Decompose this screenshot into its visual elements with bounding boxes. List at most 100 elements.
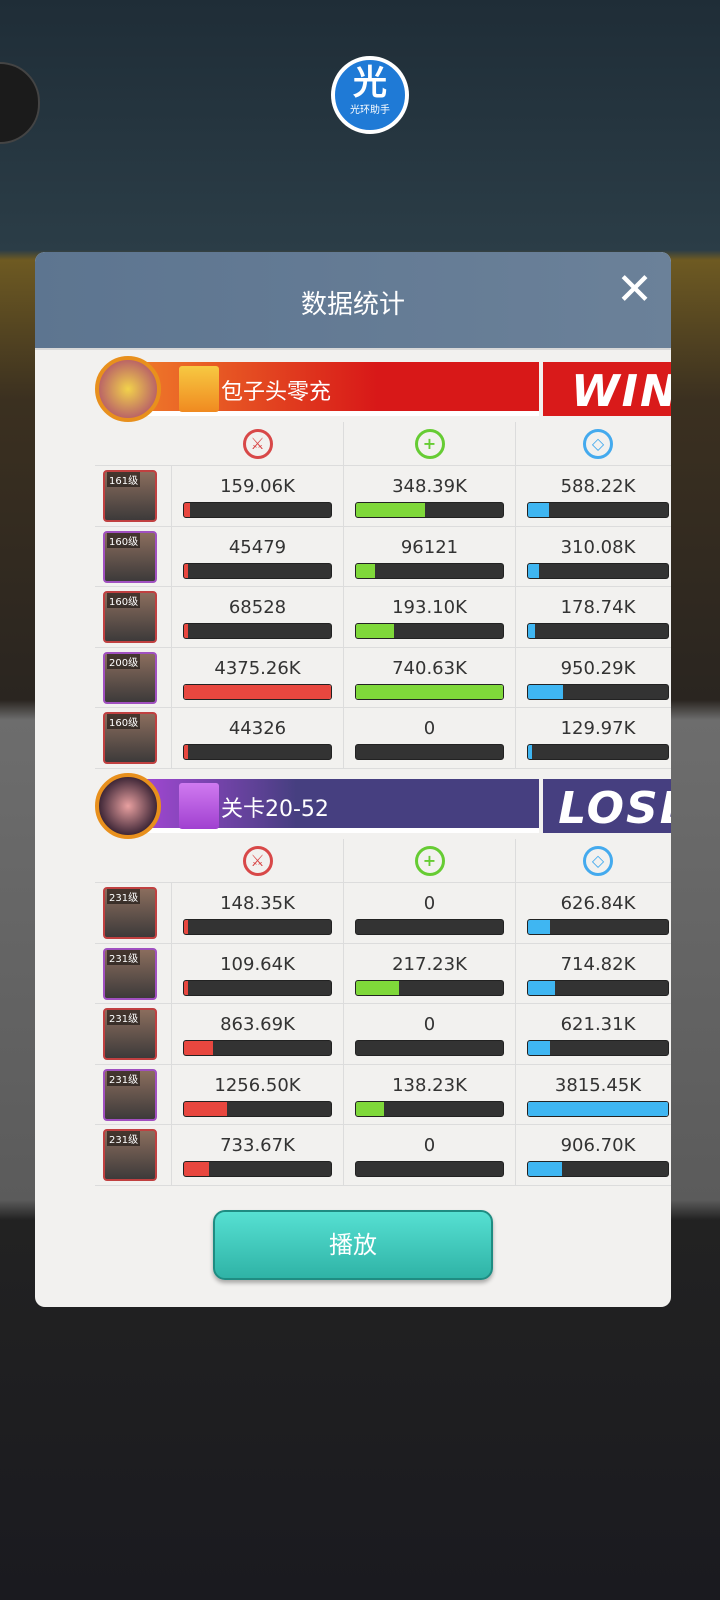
assistant-badge[interactable]: 光 光环助手 (331, 56, 409, 134)
dialog-title: 数据统计 (300, 290, 405, 320)
heal-bar (355, 919, 504, 935)
defense-bar (527, 1040, 669, 1056)
heal-plus-icon: + (414, 846, 445, 876)
heal-value: 193.10K (392, 597, 467, 618)
heal-plus-icon: + (414, 429, 445, 459)
defense-bar-fill (528, 684, 563, 699)
defense-bar (527, 744, 669, 760)
hero-portrait[interactable]: 161级 (103, 470, 157, 522)
damage-bar-fill (184, 503, 190, 517)
damage-bar-fill (184, 1162, 209, 1176)
stat-icon-row: ⚔ + ◇ (95, 422, 671, 466)
defense-bar (527, 683, 669, 700)
table-row: 160级 45479 96121 310.08K (95, 526, 671, 587)
defense-bar (527, 562, 669, 579)
sword-icon: ⚔ (242, 429, 273, 459)
heal-bar (355, 744, 504, 760)
damage-bar (183, 744, 332, 760)
defense-value: 626.84K (560, 893, 636, 914)
player-avatar[interactable] (95, 356, 161, 422)
defense-value: 714.82K (560, 953, 636, 975)
damage-bar-fill (184, 1101, 227, 1116)
hero-level: 231级 (107, 1010, 141, 1025)
team-banner: 包子头零充 WIN (95, 356, 671, 422)
heal-value: 217.23K (392, 953, 467, 975)
damage-value: 159.06K (220, 476, 295, 497)
defense-bar-fill (528, 563, 540, 578)
hero-portrait[interactable]: 231级 (103, 1129, 157, 1181)
hero-level: 160级 (107, 714, 141, 729)
damage-value: 148.35K (220, 893, 295, 914)
heal-bar (355, 1100, 504, 1117)
defense-bar-fill (528, 1101, 668, 1116)
defense-bar-fill (528, 920, 551, 934)
hero-level: 231级 (107, 1070, 141, 1086)
heal-value: 0 (423, 1135, 436, 1156)
damage-bar-fill (184, 684, 331, 699)
heal-value: 0 (423, 718, 436, 739)
hero-portrait[interactable]: 160级 (103, 591, 157, 643)
hero-portrait[interactable]: 160级 (103, 712, 157, 764)
damage-bar (183, 683, 332, 700)
defense-value: 129.97K (560, 718, 636, 739)
heal-bar (355, 562, 504, 579)
heal-bar-fill (356, 684, 503, 699)
damage-bar-fill (184, 624, 189, 638)
hero-portrait[interactable]: 231级 (103, 887, 157, 939)
hero-level: 200级 (107, 653, 141, 669)
hero-stats-table: ⚔ + ◇ 231级 148.35K 0 626.84K 231级 109.64K 217.23K… (95, 839, 671, 1186)
table-row: 161级 159.06K 348.39K 588.22K (95, 466, 671, 527)
hero-level: 231级 (107, 949, 141, 965)
stats-dialog: 数据统计 ✕ 包子头零充 WIN ⚔ + ◇ 161级 159.06K 348.39K 58… (35, 252, 671, 1307)
defense-value: 310.08K (560, 536, 636, 558)
hero-portrait[interactable]: 200级 (103, 651, 157, 704)
hero-portrait[interactable]: 231级 (103, 1008, 157, 1060)
defense-value: 588.22K (560, 476, 636, 497)
hero-level: 231级 (107, 889, 141, 904)
shield-icon: ◇ (583, 846, 613, 876)
defense-bar (527, 1100, 669, 1117)
defense-bar-fill (528, 745, 533, 759)
heal-bar (355, 979, 504, 996)
defense-value: 621.31K (560, 1014, 636, 1035)
play-button[interactable]: 播放 (213, 1210, 493, 1280)
damage-bar (183, 1161, 332, 1177)
damage-value: 733.67K (220, 1135, 295, 1156)
heal-value: 0 (423, 893, 436, 914)
defense-value: 178.74K (560, 597, 636, 618)
damage-bar (183, 1100, 332, 1117)
damage-bar (183, 919, 332, 935)
heal-bar (355, 1161, 504, 1177)
close-icon[interactable]: ✕ (616, 264, 653, 315)
hero-portrait[interactable]: 160级 (103, 530, 157, 583)
hero-portrait[interactable]: 231级 (103, 947, 157, 1000)
damage-bar-fill (184, 745, 189, 759)
damage-bar-fill (184, 980, 189, 995)
heal-bar (355, 502, 504, 518)
defense-bar-fill (528, 624, 535, 638)
heal-value: 96121 (400, 536, 459, 558)
defense-bar (527, 979, 669, 996)
heal-value: 348.39K (392, 476, 467, 497)
heal-bar-fill (356, 980, 399, 995)
damage-bar (183, 623, 332, 639)
damage-bar (183, 1040, 332, 1056)
table-row: 200级 4375.26K 740.63K 950.29K (95, 647, 671, 708)
hero-level: 161级 (107, 472, 141, 487)
damage-bar (183, 562, 332, 579)
table-row: 231级 863.69K 0 621.31K (95, 1004, 671, 1065)
player-avatar[interactable] (95, 773, 161, 839)
damage-bar-fill (184, 920, 189, 934)
result-label: LOSE (543, 779, 671, 834)
table-row: 231级 733.67K 0 906.70K (95, 1125, 671, 1186)
result-label: WIN (543, 362, 671, 417)
defense-value: 906.70K (560, 1135, 636, 1156)
heal-bar-fill (356, 1101, 384, 1116)
heal-bar-fill (356, 503, 426, 517)
hero-portrait[interactable]: 231级 (103, 1068, 157, 1121)
damage-value: 68528 (228, 597, 287, 618)
damage-value: 4375.26K (214, 657, 301, 679)
damage-value: 1256.50K (214, 1074, 301, 1096)
defense-bar (527, 919, 669, 935)
damage-bar-fill (184, 1041, 214, 1055)
